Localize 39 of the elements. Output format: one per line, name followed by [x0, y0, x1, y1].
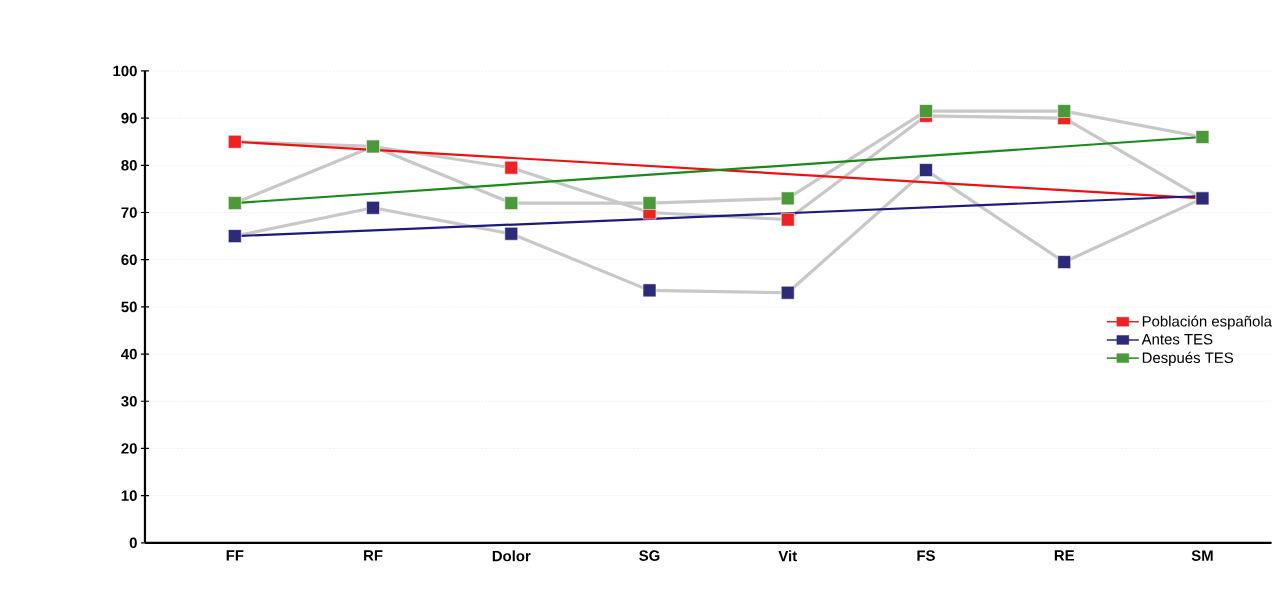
y-tick-label: 30: [121, 396, 137, 407]
point: [919, 163, 933, 177]
point: [504, 227, 519, 241]
point: [642, 283, 657, 298]
point: [780, 191, 795, 206]
point: [504, 196, 519, 210]
x-tick-label: RE: [1054, 550, 1074, 561]
y-tick-label: 90: [121, 112, 137, 124]
x-tick-label: Vit: [778, 550, 797, 562]
y-tick-label: 60: [121, 254, 137, 266]
x-tick-label: RF: [364, 550, 383, 561]
point: [1195, 130, 1210, 144]
y-tick-label: 100: [113, 65, 137, 77]
legend-label: Después TES: [1142, 351, 1234, 367]
y-tick-label: 80: [121, 160, 137, 171]
point: [1057, 255, 1072, 269]
point: [504, 160, 519, 175]
point: [366, 201, 380, 215]
x-tick-label: SG: [639, 550, 660, 561]
x-tick-label: FS: [917, 550, 935, 561]
y-tick-label: 40: [121, 348, 137, 360]
y-tick-label: 20: [121, 443, 137, 454]
x-tick-label: FF: [226, 550, 244, 561]
x-tick-label: SM: [1191, 550, 1213, 561]
y-tick-label: 70: [121, 207, 137, 218]
y-tick-label: 10: [121, 490, 137, 502]
point: [228, 229, 242, 243]
y-tick-label: 0: [129, 537, 137, 549]
point: [642, 196, 657, 210]
legend-label: Población española: [1142, 315, 1272, 330]
point: [228, 135, 242, 149]
y-tick-label: 50: [121, 301, 137, 313]
point: [919, 104, 933, 118]
point: [228, 196, 242, 210]
point: [780, 212, 795, 227]
point: [1057, 104, 1072, 118]
x-tick-label: Dolor: [492, 550, 531, 562]
legend-label: Antes TES: [1141, 334, 1213, 345]
point: [780, 286, 795, 300]
